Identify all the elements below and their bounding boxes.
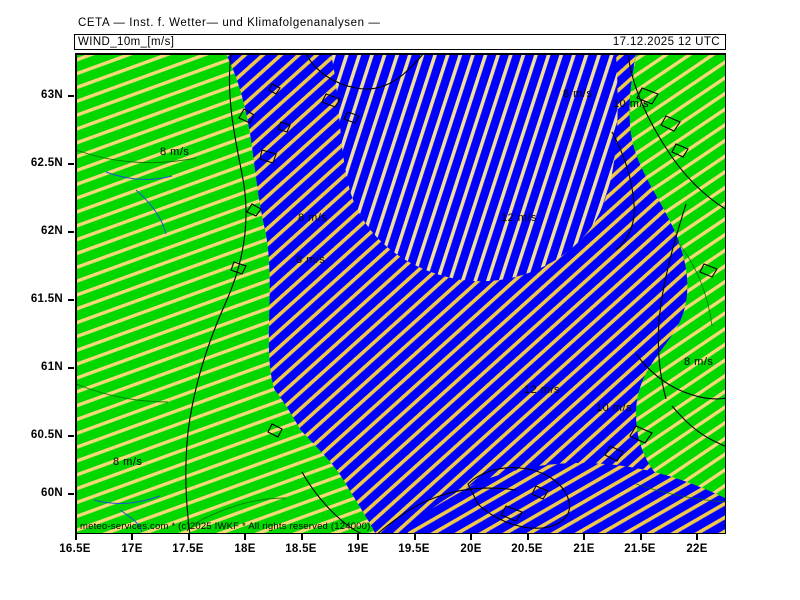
x-axis-tick-label: 20.5E xyxy=(511,543,543,555)
x-axis-tick-mark xyxy=(357,534,359,540)
x-axis-tick-mark xyxy=(640,534,642,540)
y-axis-tick-label: 62.5N xyxy=(30,157,63,169)
copyright-credit: meteo-services.com * (c)2025 IWKF * All … xyxy=(80,521,371,532)
y-axis-tick-mark xyxy=(68,299,74,301)
map-annotation: 8 m/s xyxy=(298,212,328,224)
map-annotation: 10 m/s xyxy=(596,402,633,414)
y-axis-tick-mark xyxy=(68,435,74,437)
map-annotation: 8 m/s xyxy=(113,456,143,468)
x-axis-tick-mark xyxy=(244,534,246,540)
x-axis-tick-label: 19E xyxy=(347,543,369,555)
map-annotation: 10 m/s xyxy=(613,98,650,110)
map-annotation: 8 m/s xyxy=(296,254,326,266)
x-axis-tick-label: 18E xyxy=(234,543,256,555)
x-axis-tick-label: 21.5E xyxy=(624,543,656,555)
x-axis-tick-label: 17E xyxy=(121,543,143,555)
x-axis-tick-mark xyxy=(131,534,133,540)
y-axis-tick-mark xyxy=(68,367,74,369)
x-axis-tick-label: 18.5E xyxy=(285,543,317,555)
y-axis-tick-label: 63N xyxy=(41,89,63,101)
y-axis-tick-mark xyxy=(68,231,74,233)
product-header-bar xyxy=(74,34,726,50)
y-axis-tick-label: 61.5N xyxy=(30,293,63,305)
x-axis-tick-mark xyxy=(188,534,190,540)
x-axis-tick-label: 17.5E xyxy=(172,543,204,555)
y-axis-tick-label: 62N xyxy=(41,225,63,237)
y-axis-tick-label: 60.5N xyxy=(30,429,63,441)
x-axis-tick-mark xyxy=(414,534,416,540)
x-axis-tick-mark xyxy=(527,534,529,540)
product-label: WIND_10m_[m/s] xyxy=(78,36,175,48)
map-plot-area: 8 m/s 8 m/s 8 m/s 12 m/s 8 m/s 10 m/s 8 … xyxy=(75,53,726,534)
y-axis-tick-label: 61N xyxy=(41,361,63,373)
y-axis-tick-mark xyxy=(68,163,74,165)
map-canvas xyxy=(76,54,725,533)
institution-title: CETA — Inst. f. Wetter— und Klimafolgena… xyxy=(78,17,381,29)
x-axis-tick-label: 16.5E xyxy=(59,543,91,555)
x-axis-tick-mark xyxy=(583,534,585,540)
map-annotation: 8 m/s xyxy=(684,356,714,368)
y-axis-tick-mark xyxy=(68,95,74,97)
x-axis-tick-mark xyxy=(696,534,698,540)
x-axis-tick-mark xyxy=(470,534,472,540)
map-annotation: 12 m/s xyxy=(501,212,538,224)
map-annotation: 8 m/s xyxy=(160,146,190,158)
y-axis-tick-label: 60N xyxy=(41,487,63,499)
valid-datetime: 17.12.2025 12 UTC xyxy=(612,36,720,48)
x-axis-tick-mark xyxy=(75,534,77,540)
x-axis-tick-label: 19.5E xyxy=(398,543,430,555)
x-axis-tick-label: 21E xyxy=(573,543,595,555)
map-annotation: 12 m/s xyxy=(524,384,561,396)
x-axis-tick-mark xyxy=(301,534,303,540)
x-axis-tick-label: 20E xyxy=(460,543,482,555)
map-annotation: 8 m/s xyxy=(563,88,593,100)
y-axis-tick-mark xyxy=(68,493,74,495)
x-axis-tick-label: 22E xyxy=(686,543,708,555)
